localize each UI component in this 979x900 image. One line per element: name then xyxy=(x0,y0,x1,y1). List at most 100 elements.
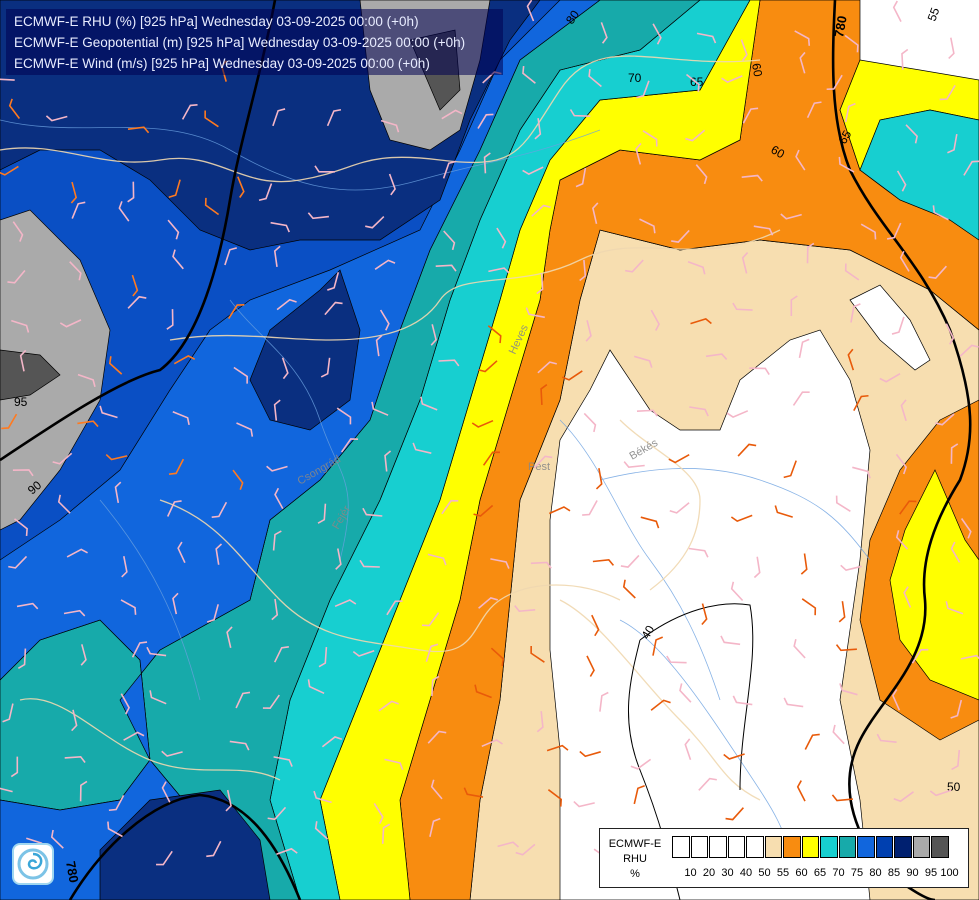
wind-barb xyxy=(378,700,399,712)
wind-barb xyxy=(228,304,245,320)
wind-barb xyxy=(8,555,28,569)
wind-barb xyxy=(886,222,902,240)
wind-barb xyxy=(951,749,961,771)
legend-swatch xyxy=(783,836,801,858)
wind-barb xyxy=(120,599,137,615)
legend-swatch xyxy=(820,836,838,858)
wind-barb xyxy=(225,789,232,812)
wind-barb xyxy=(105,453,128,461)
wind-barb xyxy=(741,174,763,182)
wind-barb xyxy=(273,756,293,767)
wind-barb xyxy=(783,697,804,708)
wind-barb xyxy=(640,516,660,529)
legend-title-variable: RHU xyxy=(623,853,647,865)
wind-barb xyxy=(847,348,855,371)
wind-barb xyxy=(215,543,223,565)
legend-tick-label: 20 xyxy=(702,867,716,879)
wind-barb xyxy=(514,605,536,613)
wind-barb xyxy=(794,30,811,46)
wind-barbs xyxy=(0,0,979,866)
wind-barb xyxy=(168,458,185,475)
rhu-region-white-patch xyxy=(849,284,931,371)
wind-barb xyxy=(314,821,329,840)
wind-barb xyxy=(730,581,744,602)
wind-barb xyxy=(895,530,909,550)
legend-swatch xyxy=(672,836,690,858)
wind-barb xyxy=(892,0,902,22)
wind-barb xyxy=(783,460,797,479)
wind-barb xyxy=(172,592,179,615)
wind-barb xyxy=(172,249,184,270)
wind-barb xyxy=(149,690,167,705)
ecmwf-logo-icon xyxy=(12,843,54,885)
wind-barb xyxy=(359,559,380,568)
contour-label-rhu-60b: 60 xyxy=(769,142,788,161)
wind-barb xyxy=(114,481,122,504)
wind-barb xyxy=(679,683,692,703)
wind-barb xyxy=(852,466,871,479)
wind-barb xyxy=(753,225,774,236)
map-title-box: ECMWF-E RHU (%) [925 hPa] Wednesday 03-0… xyxy=(6,9,503,75)
wind-barb xyxy=(146,646,167,657)
wind-barb xyxy=(314,165,335,173)
wind-barb xyxy=(64,755,86,763)
contour-label-rhu-60a: 60 xyxy=(749,62,765,78)
wind-barb xyxy=(7,269,26,284)
wind-barb xyxy=(471,419,494,428)
wind-barb xyxy=(435,264,457,272)
wind-barb xyxy=(588,68,602,88)
wind-barb xyxy=(900,399,907,422)
wind-barb xyxy=(831,794,853,802)
wind-barb xyxy=(804,733,820,750)
wind-barb xyxy=(429,817,441,837)
wind-barb xyxy=(335,548,342,570)
wind-barb xyxy=(496,227,507,249)
wind-barb xyxy=(774,505,793,518)
wind-barb xyxy=(592,202,599,224)
legend-swatches xyxy=(672,836,950,858)
legend-title-unit: % xyxy=(630,868,640,880)
wind-barb xyxy=(726,410,749,418)
legend-swatch xyxy=(931,836,949,858)
wind-barb xyxy=(226,626,233,648)
wind-barb xyxy=(636,80,650,99)
wind-barb xyxy=(684,738,692,760)
wind-barb xyxy=(321,736,343,748)
wind-barb xyxy=(262,694,280,710)
wind-barb xyxy=(427,730,447,744)
wind-barb xyxy=(732,695,753,706)
wind-barb xyxy=(652,23,662,45)
wind-barb xyxy=(131,641,148,658)
wind-barb xyxy=(488,267,510,274)
wind-barb xyxy=(307,212,329,220)
wind-barb xyxy=(274,487,284,509)
wind-barb xyxy=(932,205,949,221)
wind-barb xyxy=(12,469,34,477)
wind-barb xyxy=(896,170,907,192)
wind-barb xyxy=(696,32,717,44)
wind-barb xyxy=(585,320,592,342)
contour-label-geo-780b: 780 xyxy=(63,860,82,884)
wind-barb xyxy=(45,115,68,122)
wind-barb xyxy=(522,65,536,84)
wind-barb xyxy=(635,143,642,165)
wind-barb xyxy=(161,750,183,757)
title-rhu: ECMWF-E RHU (%) [925 hPa] Wednesday 03-0… xyxy=(14,14,419,29)
wind-barb xyxy=(442,160,456,179)
wind-barb xyxy=(123,731,145,741)
wind-barb xyxy=(66,548,88,558)
wind-barb xyxy=(2,703,14,723)
wind-barb xyxy=(441,109,463,120)
wind-barb xyxy=(19,349,27,372)
wind-barb xyxy=(430,779,443,800)
wind-barb xyxy=(99,405,118,419)
wind-barb xyxy=(850,303,861,323)
wind-barb xyxy=(313,790,332,804)
contour-label-rhu-65b: 65 xyxy=(835,128,854,147)
wind-barb xyxy=(625,259,644,273)
wind-barb xyxy=(582,500,598,516)
wind-barb xyxy=(71,709,78,732)
wind-barb xyxy=(905,124,918,144)
wind-barb xyxy=(156,850,173,866)
wind-barb xyxy=(901,48,909,70)
